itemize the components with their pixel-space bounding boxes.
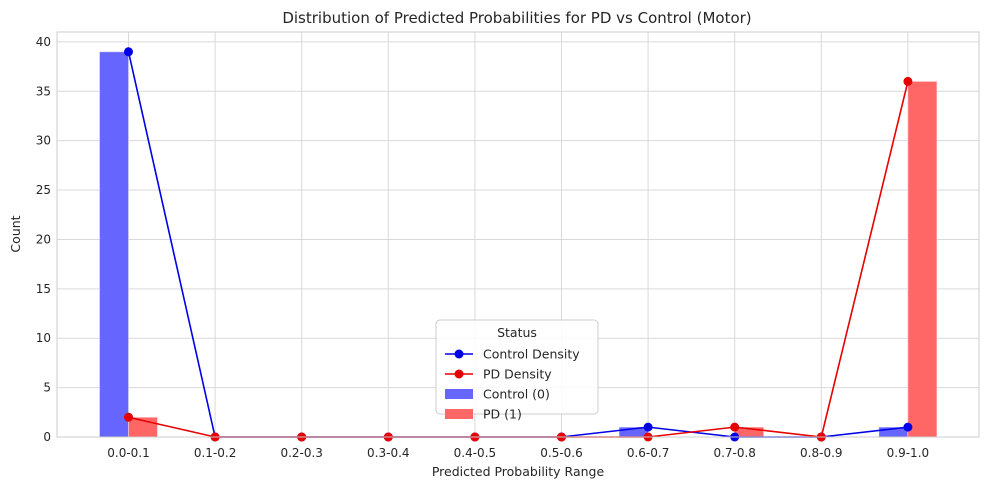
legend-bar-swatch bbox=[445, 409, 473, 419]
legend-bar-swatch bbox=[445, 389, 473, 399]
plot-frame bbox=[56, 31, 980, 438]
x-tick-label: 0.1-0.2 bbox=[194, 446, 237, 460]
y-tick-label: 35 bbox=[36, 84, 51, 98]
y-tick-label: 25 bbox=[36, 183, 51, 197]
y-tick-label: 30 bbox=[36, 134, 51, 148]
legend-control: Control (0) bbox=[483, 387, 550, 402]
bar-pd bbox=[907, 80, 938, 438]
x-tick-label: 0.3-0.4 bbox=[367, 446, 410, 460]
x-tick-label: 0.5-0.6 bbox=[540, 446, 583, 460]
chart-title: Distribution of Predicted Probabilities … bbox=[282, 9, 751, 27]
x-axis-label: Predicted Probability Range bbox=[432, 464, 605, 479]
x-tick-label: 0.7-0.8 bbox=[713, 446, 756, 460]
y-tick-labels: 0 5 10 15 20 25 30 35 40 bbox=[36, 35, 51, 444]
control-density-point bbox=[643, 422, 653, 432]
y-tick-label: 40 bbox=[36, 35, 51, 49]
x-tick-label: 0.4-0.5 bbox=[454, 446, 497, 460]
legend-control-density: Control Density bbox=[483, 347, 580, 362]
legend-marker-swatch bbox=[454, 349, 464, 359]
legend-pd: PD (1) bbox=[483, 407, 522, 422]
y-tick-label: 15 bbox=[36, 282, 51, 296]
legend-title: Status bbox=[497, 325, 537, 340]
x-tick-label: 0.2-0.3 bbox=[280, 446, 323, 460]
legend-pd-density: PD Density bbox=[483, 367, 552, 382]
y-tick-label: 20 bbox=[36, 232, 51, 246]
y-tick-label: 0 bbox=[43, 430, 51, 444]
legend-marker-swatch bbox=[454, 369, 464, 379]
control-density-point bbox=[124, 47, 133, 57]
pd-density-point bbox=[730, 422, 740, 432]
x-tick-label: 0.8-0.9 bbox=[800, 446, 843, 460]
legend: Status Control Density PD Density Control (… bbox=[435, 319, 599, 422]
x-tick-label: 0.9-1.0 bbox=[887, 446, 930, 460]
pd-density-point bbox=[903, 76, 913, 86]
y-tick-label: 10 bbox=[36, 331, 51, 345]
y-axis-label: Count bbox=[8, 215, 23, 252]
bar-control bbox=[99, 51, 129, 438]
x-tick-labels: 0.0-0.1 0.1-0.2 0.2-0.3 0.3-0.4 0.4-0.5 0.5-0… bbox=[107, 446, 929, 460]
x-tick-label: 0.6-0.7 bbox=[627, 446, 670, 460]
pd-density-point bbox=[124, 412, 133, 422]
bars bbox=[99, 51, 938, 438]
control-density-point bbox=[903, 422, 913, 432]
y-tick-label: 5 bbox=[43, 381, 51, 395]
legend-box bbox=[435, 319, 599, 415]
x-tick-label: 0.0-0.1 bbox=[107, 446, 150, 460]
